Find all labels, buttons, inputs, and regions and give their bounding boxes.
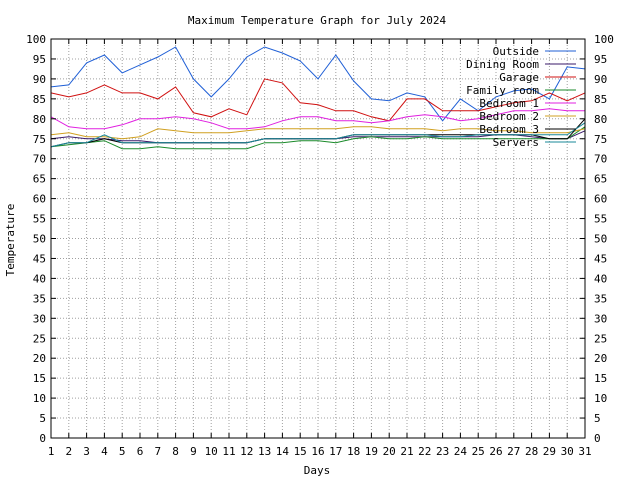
- y-tick-label: 95: [33, 53, 46, 66]
- y-tick-label: 0: [39, 432, 46, 445]
- y-tick-label-right: 70: [594, 153, 607, 166]
- y-tick-label: 5: [39, 412, 46, 425]
- series-line-bedroom-1: [50, 108, 585, 130]
- series-line-bedroom-2: [50, 126, 586, 140]
- y-tick-label-right: 0: [594, 432, 601, 445]
- x-tick-label: 9: [190, 445, 197, 458]
- y-axis-label: Temperature: [4, 204, 17, 277]
- legend-label: Garage: [499, 71, 539, 84]
- y-tick-label-right: 55: [594, 213, 607, 226]
- y-tick-label: 100: [26, 33, 46, 46]
- axis-ticks: [50, 38, 586, 439]
- series-line-family-room: [50, 126, 586, 150]
- y-tick-label-right: 45: [594, 252, 607, 265]
- y-tick-label-right: 5: [594, 412, 601, 425]
- x-tick-label: 2: [65, 445, 72, 458]
- x-tick-label: 27: [507, 445, 520, 458]
- y-tick-label-right: 60: [594, 193, 607, 206]
- x-axis-label: Days: [304, 464, 331, 477]
- x-tick-label: 21: [400, 445, 413, 458]
- series-lines: [50, 46, 586, 150]
- x-tick-label: 24: [454, 445, 468, 458]
- y-tick-label-right: 15: [594, 372, 607, 385]
- y-tick-label-right: 75: [594, 133, 607, 146]
- legend-label: Bedroom 1: [479, 97, 539, 110]
- x-tick-label: 31: [578, 445, 591, 458]
- y-tick-label-right: 80: [594, 113, 607, 126]
- legend-label: Family room: [466, 84, 539, 97]
- x-tick-label: 11: [222, 445, 235, 458]
- y-tick-label: 15: [33, 372, 46, 385]
- y-tick-label: 40: [33, 272, 46, 285]
- y-tick-label-right: 10: [594, 392, 607, 405]
- y-tick-label: 70: [33, 153, 46, 166]
- x-tick-label: 14: [276, 445, 290, 458]
- x-tick-label: 26: [489, 445, 502, 458]
- y-tick-label: 10: [33, 392, 46, 405]
- y-tick-label-right: 95: [594, 53, 607, 66]
- series-line-servers: [50, 122, 586, 148]
- series-line-garage: [50, 78, 586, 122]
- y-tick-label: 55: [33, 213, 46, 226]
- series-line-outside: [50, 46, 586, 122]
- x-tick-label: 29: [543, 445, 556, 458]
- y-tick-label-right: 40: [594, 272, 607, 285]
- y-tick-label: 45: [33, 252, 46, 265]
- x-tick-label: 13: [258, 445, 271, 458]
- y-tick-label: 75: [33, 133, 46, 146]
- y-tick-label: 80: [33, 113, 46, 126]
- y-tick-label-right: 35: [594, 292, 607, 305]
- x-tick-label: 22: [418, 445, 431, 458]
- legend-label: Outside: [493, 45, 539, 58]
- chart-title: Maximum Temperature Graph for July 2024: [188, 14, 447, 27]
- legend-label: Dining Room: [466, 58, 539, 71]
- x-tick-label: 1: [48, 445, 55, 458]
- x-tick-label: 23: [436, 445, 449, 458]
- y-tick-label: 35: [33, 292, 46, 305]
- y-tick-label-right: 90: [594, 73, 607, 86]
- x-tick-label: 25: [472, 445, 485, 458]
- legend-label: Bedroom 3: [479, 123, 539, 136]
- x-tick-label: 28: [525, 445, 538, 458]
- y-tick-label: 50: [33, 233, 46, 246]
- y-tick-label: 90: [33, 73, 46, 86]
- x-tick-label: 10: [205, 445, 218, 458]
- x-tick-label: 12: [240, 445, 253, 458]
- y-tick-label: 20: [33, 352, 46, 365]
- y-tick-label: 25: [33, 332, 46, 345]
- x-tick-label: 18: [347, 445, 360, 458]
- legend-label: Servers: [493, 136, 539, 149]
- x-tick-label: 6: [137, 445, 144, 458]
- y-tick-label-right: 30: [594, 312, 607, 325]
- x-tick-label: 4: [101, 445, 108, 458]
- y-tick-label-right: 25: [594, 332, 607, 345]
- x-tick-label: 7: [154, 445, 161, 458]
- x-tick-label: 5: [119, 445, 126, 458]
- x-tick-label: 20: [383, 445, 396, 458]
- legend-label: Bedroom 2: [479, 110, 539, 123]
- x-tick-label: 15: [294, 445, 307, 458]
- y-tick-label: 65: [33, 173, 46, 186]
- tick-labels: 1 2 3 4 5 6 7 8 9 10 11 12 13 14 15 16 17 18 19 20 21 22 23 24 2…: [26, 33, 614, 458]
- y-tick-label: 30: [33, 312, 46, 325]
- y-tick-label-right: 50: [594, 233, 607, 246]
- y-tick-label-right: 85: [594, 93, 607, 106]
- x-tick-label: 16: [311, 445, 324, 458]
- y-tick-label-right: 20: [594, 352, 607, 365]
- y-tick-label: 85: [33, 93, 46, 106]
- x-tick-label: 8: [172, 445, 179, 458]
- y-tick-label: 60: [33, 193, 46, 206]
- x-tick-label: 3: [83, 445, 90, 458]
- y-tick-label-right: 65: [594, 173, 607, 186]
- x-tick-label: 17: [329, 445, 342, 458]
- x-tick-label: 30: [561, 445, 574, 458]
- x-tick-label: 19: [365, 445, 378, 458]
- y-tick-label-right: 100: [594, 33, 614, 46]
